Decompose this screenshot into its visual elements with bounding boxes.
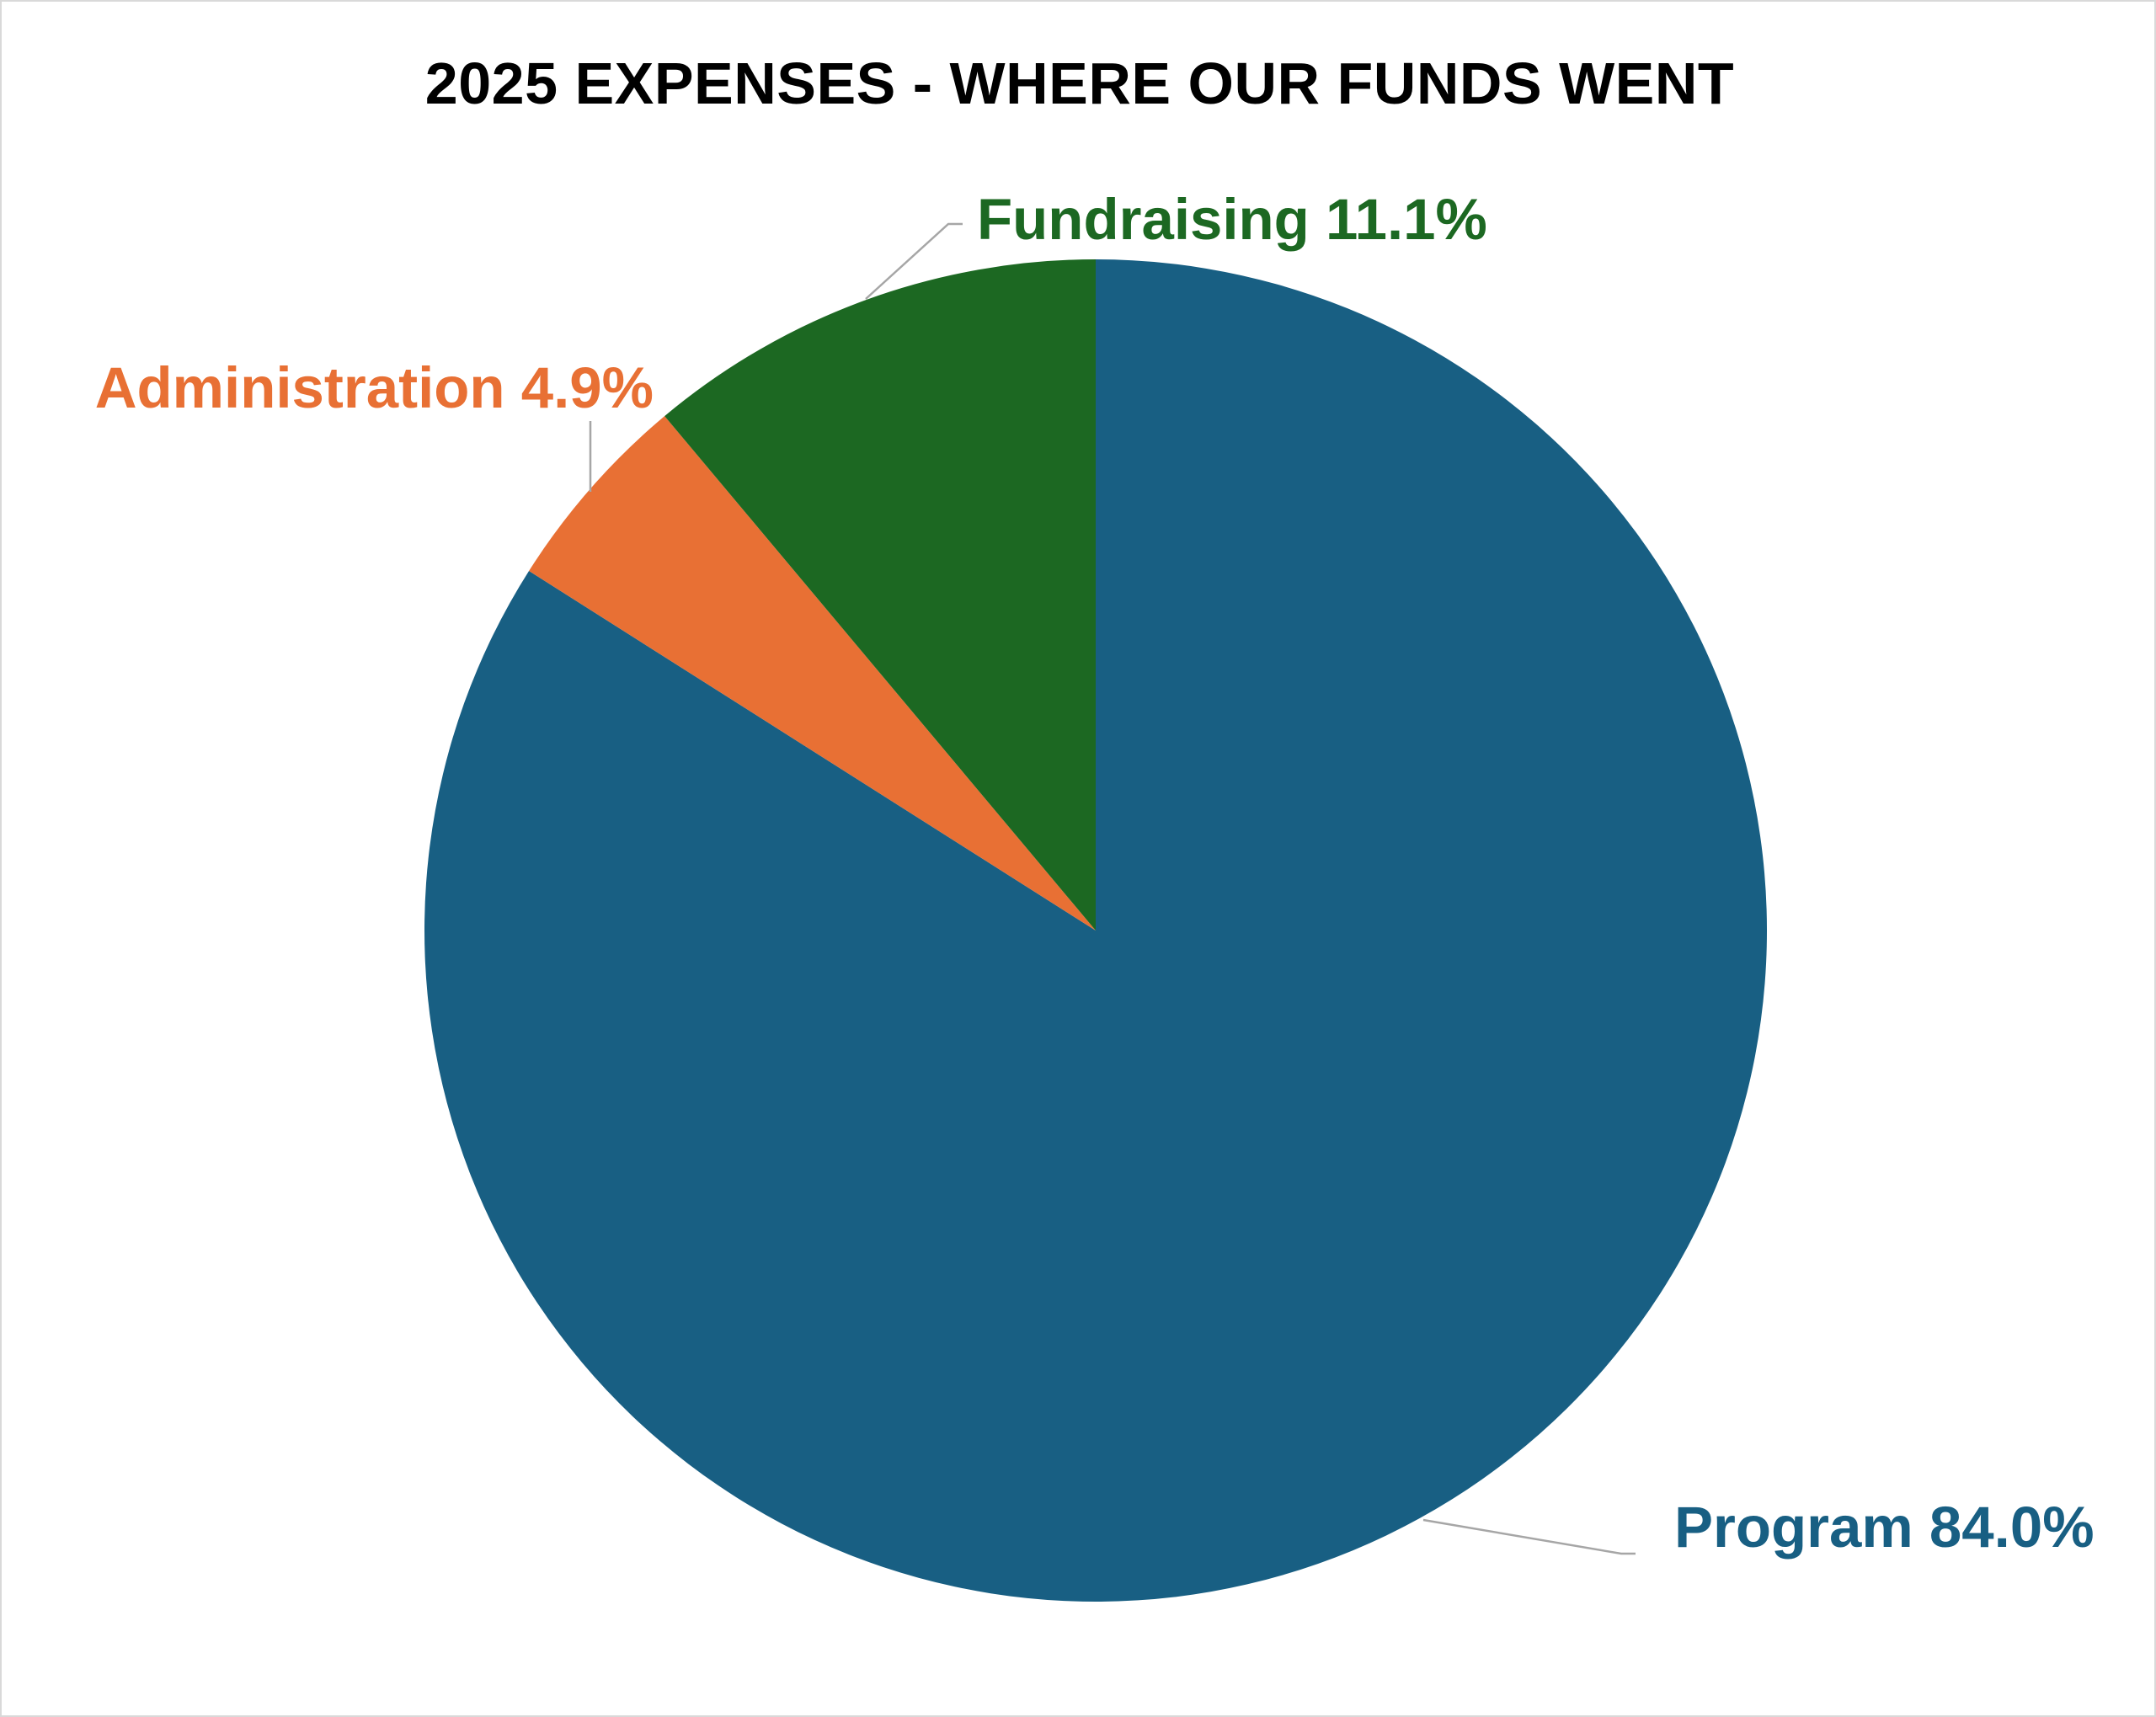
data-label-program: Program 84.0%	[1674, 1495, 2095, 1560]
pie-slices	[424, 259, 1768, 1602]
pie-slice-administration	[529, 416, 1096, 930]
data-label-fundraising: Fundraising 11.1%	[977, 187, 1487, 252]
chart-title: 2025 EXPENSES - WHERE OUR FUNDS WENT	[424, 51, 1735, 116]
pie-slice-program	[424, 259, 1768, 1602]
leader-line-program	[1422, 1518, 1636, 1555]
pie-slice-fundraising	[664, 259, 1096, 930]
data-label-administration: Administration 4.9%	[95, 355, 654, 420]
data-labels: Program 84.0% Administration 4.9% Fundrais…	[95, 187, 2095, 1560]
leader-line-fundraising	[865, 222, 963, 300]
leader-lines	[589, 222, 1636, 1555]
